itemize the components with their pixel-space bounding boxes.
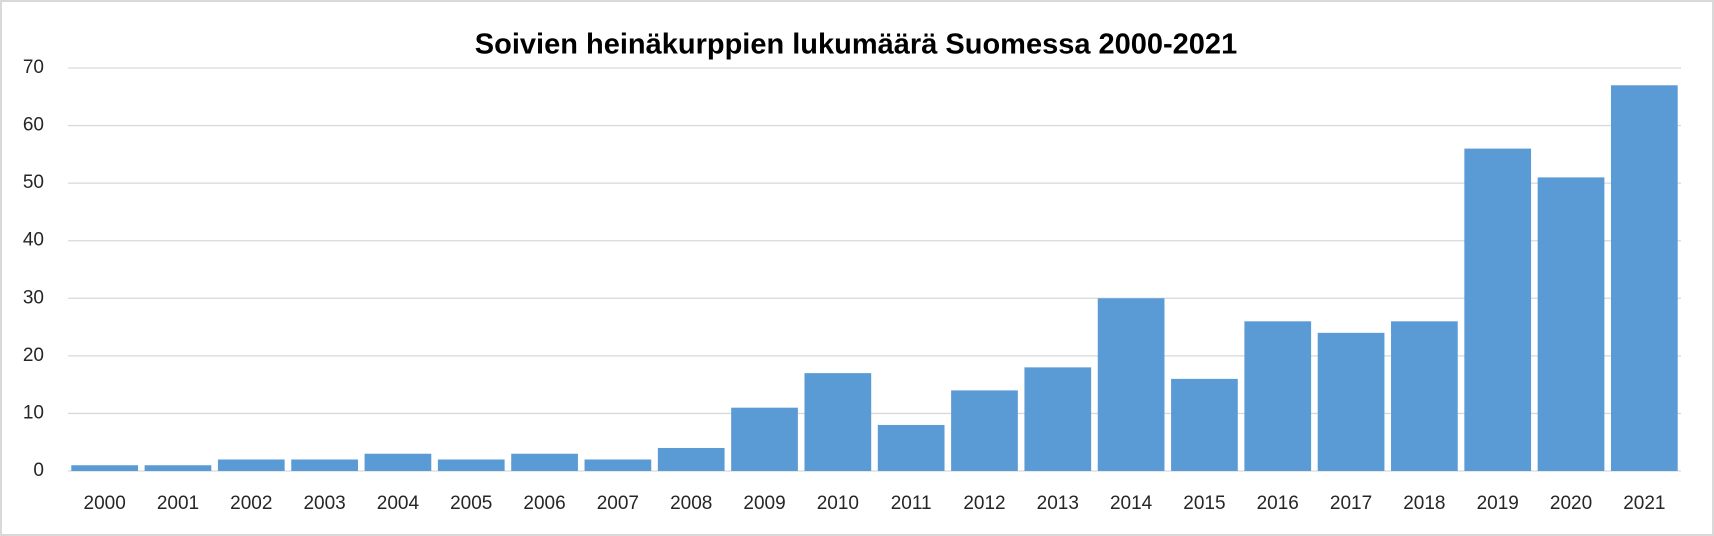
x-tick-label: 2003: [303, 493, 345, 514]
x-tick-label: 2015: [1183, 493, 1225, 514]
x-tick-label: 2019: [1477, 493, 1519, 514]
bar: [1464, 148, 1532, 471]
y-tick-label: 0: [33, 460, 44, 481]
bar: [951, 390, 1018, 471]
bar: [217, 459, 285, 471]
chart-title: Soivien heinäkurppien lukumäärä Suomessa…: [475, 29, 1237, 61]
x-tick-label: 2006: [523, 493, 565, 514]
x-tick-label: 2016: [1257, 493, 1299, 514]
x-tick-label: 2002: [230, 493, 272, 514]
y-tick-label: 40: [23, 230, 44, 251]
bar: [1391, 321, 1458, 471]
bar: [1537, 177, 1605, 471]
bar: [1317, 332, 1385, 471]
x-tick-label: 2000: [84, 493, 126, 514]
x-tick-label: 2020: [1550, 493, 1592, 514]
bar: [364, 453, 432, 471]
bar: [1244, 321, 1312, 471]
bar: [584, 459, 652, 471]
bar: [1171, 378, 1238, 471]
y-tick-label: 10: [23, 402, 44, 423]
x-tick-label: 2008: [670, 493, 712, 514]
bar: [511, 453, 578, 471]
bar: [1097, 298, 1165, 471]
x-tick-label: 2011: [891, 493, 932, 514]
x-tick-label: 2010: [817, 493, 859, 514]
x-tick-label: 2014: [1110, 493, 1153, 514]
bar: [437, 459, 505, 471]
y-tick-label: 20: [23, 345, 44, 366]
bar: [1610, 85, 1678, 472]
x-tick-label: 2009: [743, 493, 785, 514]
bar: [1024, 367, 1092, 471]
x-tick-label: 2007: [597, 493, 639, 514]
x-tick-label: 2021: [1623, 493, 1665, 514]
x-tick-label: 2013: [1037, 493, 1079, 514]
bar: [144, 465, 212, 471]
y-tick-label: 50: [23, 172, 44, 193]
y-tick-label: 70: [23, 57, 44, 78]
y-tick-label: 60: [23, 115, 44, 136]
bar: [731, 407, 798, 471]
bar: [877, 424, 945, 471]
x-tick-label: 2017: [1330, 493, 1372, 514]
bar: [71, 465, 139, 471]
x-tick-label: 2001: [157, 493, 199, 514]
bar: [291, 459, 358, 471]
y-tick-label: 30: [23, 287, 44, 308]
x-tick-label: 2004: [377, 493, 420, 514]
x-tick-label: 2005: [450, 493, 492, 514]
x-tick-label: 2018: [1403, 493, 1445, 514]
bar: [657, 447, 725, 471]
x-tick-label: 2012: [963, 493, 1005, 514]
bar: [804, 373, 872, 471]
